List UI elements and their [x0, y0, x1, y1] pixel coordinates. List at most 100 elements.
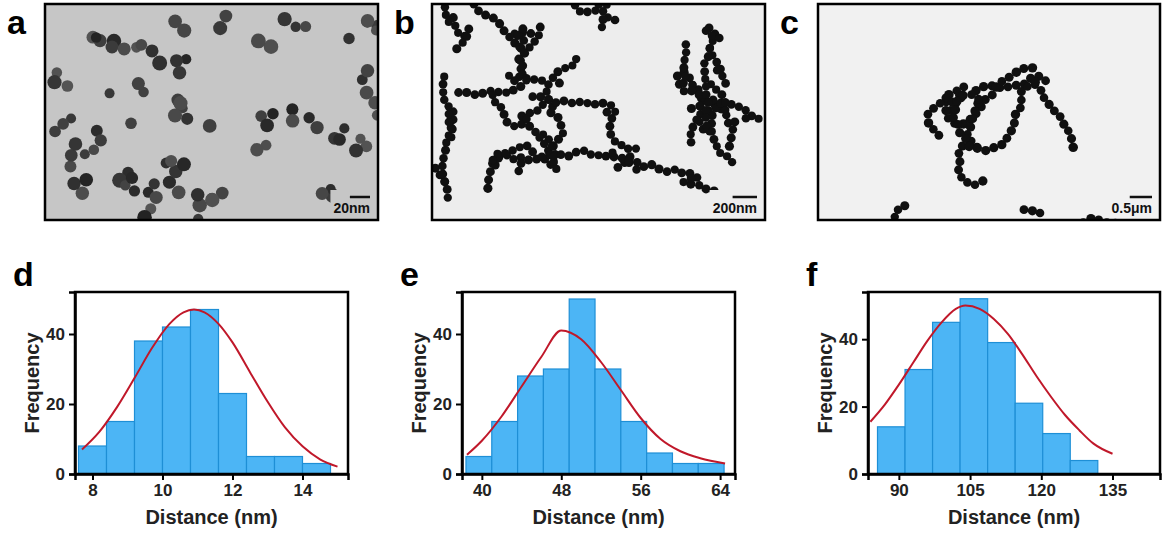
marks [870, 299, 1112, 474]
x-tick: 40 [473, 474, 492, 500]
y-tick: 40 [839, 330, 868, 349]
particle [625, 156, 634, 165]
bar [107, 422, 135, 475]
y-tick: 20 [839, 398, 868, 417]
particle [598, 23, 606, 31]
particle [478, 89, 487, 98]
bar [219, 394, 247, 475]
bar [647, 453, 673, 474]
particle [715, 34, 724, 43]
bar [135, 341, 163, 474]
x-tick-label: 56 [632, 481, 651, 500]
x-tick-label: 135 [1099, 481, 1127, 500]
particle [361, 64, 374, 77]
particle [671, 165, 679, 173]
particle [129, 185, 140, 196]
y-axis-title: Frequency [21, 332, 43, 434]
particle [561, 64, 569, 72]
particle [510, 122, 518, 130]
particle [955, 149, 964, 158]
particle [251, 34, 266, 49]
particle [62, 80, 74, 92]
y-axis: 02040 [433, 293, 462, 484]
particle [462, 88, 471, 97]
particle [681, 72, 689, 80]
fit-curve [870, 305, 1112, 453]
particle [439, 80, 448, 89]
bar [275, 457, 303, 475]
particle [568, 99, 577, 108]
x-tick-label: 105 [956, 481, 984, 500]
x-tick-label: 64 [711, 481, 730, 500]
particle [924, 110, 933, 119]
particle [1036, 209, 1045, 218]
particle [443, 185, 452, 194]
x-tick-label: 48 [552, 481, 571, 500]
particle [708, 127, 716, 135]
particle [535, 31, 543, 39]
particle [728, 158, 736, 166]
particle [286, 114, 300, 128]
x-tick: 48 [552, 474, 571, 500]
particle [1068, 143, 1078, 153]
particle [559, 96, 568, 105]
particles [47, 10, 378, 220]
particle [173, 66, 187, 80]
particle [486, 167, 495, 176]
y-tick-label: 0 [56, 465, 65, 484]
particle [705, 44, 714, 53]
histogram-panel: 4048566402040Distance (nm)Frequencye [400, 255, 736, 528]
particles [432, 4, 763, 202]
particle [557, 150, 566, 159]
y-tick: 0 [849, 465, 868, 484]
particle [632, 144, 640, 152]
particle [172, 185, 186, 199]
particle [591, 100, 600, 109]
particle [441, 146, 450, 155]
particle [557, 121, 566, 130]
particle [69, 137, 83, 151]
particle [971, 180, 980, 189]
panel-label: f [806, 255, 818, 293]
particle [343, 33, 354, 44]
particle [951, 105, 960, 114]
particle [679, 79, 688, 88]
x-tick: 8 [88, 474, 97, 500]
particle [132, 77, 145, 90]
particle [700, 59, 708, 67]
particle [442, 11, 450, 19]
x-tick-label: 12 [224, 481, 243, 500]
particle [267, 108, 279, 120]
x-axis: 8 10 12 14 [76, 474, 349, 500]
particle [687, 86, 696, 95]
particle [1020, 205, 1029, 214]
scale-bar [1130, 196, 1152, 199]
particle [708, 32, 716, 40]
particle [79, 173, 93, 187]
y-tick-label: 20 [46, 395, 65, 414]
bar [569, 299, 595, 474]
particle [989, 143, 998, 152]
particle [547, 142, 555, 150]
particle [537, 152, 546, 161]
panel-label: b [394, 3, 415, 41]
x-tick-label: 14 [294, 481, 313, 500]
particle [440, 95, 449, 104]
scale-bar-backing [710, 190, 760, 216]
x-tick: 120 [1028, 474, 1056, 500]
bar [698, 464, 724, 475]
x-tick-label: 10 [154, 481, 173, 500]
particle [680, 56, 688, 64]
image-background [818, 4, 1160, 220]
panel-label: c [780, 3, 799, 41]
particle [544, 95, 553, 104]
bar [247, 457, 275, 475]
particle [205, 193, 219, 207]
particle [633, 158, 642, 167]
particle [219, 10, 232, 23]
particle [447, 133, 455, 141]
particle [118, 42, 131, 55]
particle [965, 142, 974, 151]
fit-curve [82, 310, 338, 467]
particle [514, 167, 523, 176]
